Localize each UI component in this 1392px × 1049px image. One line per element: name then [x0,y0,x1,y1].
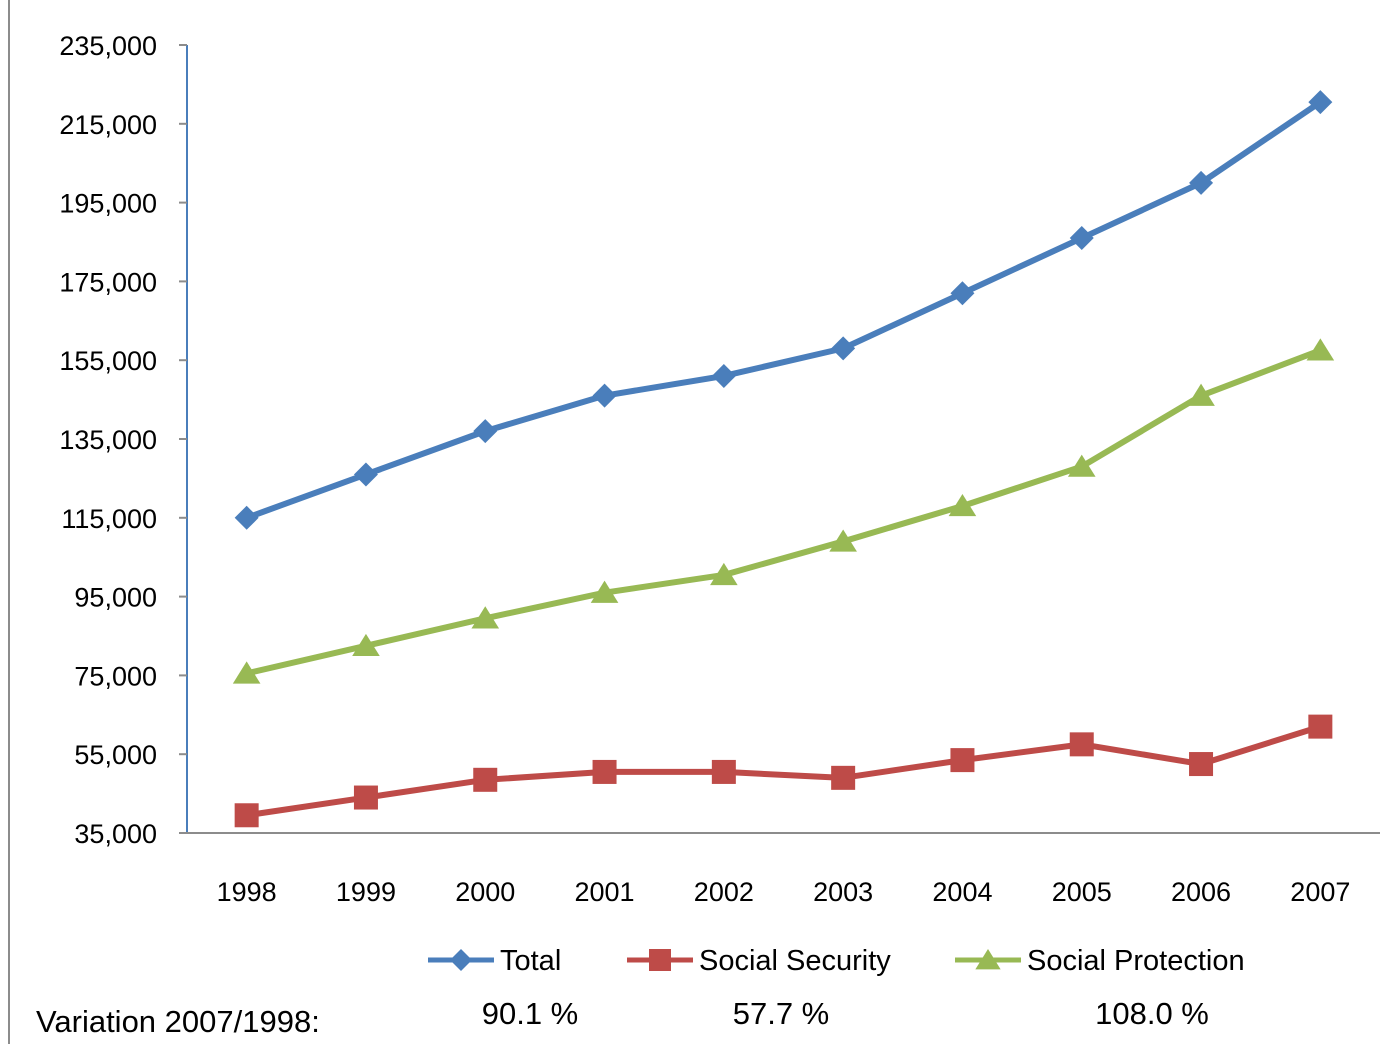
y-tick-label: 135,000 [59,425,157,455]
legend-marker-social-protection [975,949,1001,970]
legend-marker-social-security [649,949,671,971]
x-tick-label: 2002 [694,877,754,907]
series-line-social-security [246,723,1322,819]
y-tick-label: 75,000 [74,661,157,691]
series-social-security [234,714,1333,828]
data-point-social-protection [352,633,380,657]
data-point-total [711,363,736,388]
data-point-social-security [1069,732,1094,757]
x-tick-label: 2005 [1052,877,1112,907]
y-tick-label: 175,000 [59,267,157,297]
data-point-total [831,336,856,361]
data-point-social-security [1189,752,1214,777]
data-point-total [1069,226,1094,251]
y-tick-label: 55,000 [74,740,157,770]
y-tick-label: 215,000 [59,110,157,140]
data-point-total [1189,170,1214,195]
y-tick-label: 35,000 [74,819,157,849]
x-tick-label: 2006 [1171,877,1231,907]
footer-value: 108.0 % [1095,996,1209,1031]
data-point-social-security [831,765,856,790]
x-tick-label: 2003 [813,877,873,907]
legend-item-social-protection: Social Protection [955,945,1245,977]
y-tick-label: 155,000 [59,346,157,376]
x-tick-label: 1998 [217,877,277,907]
data-point-total [353,462,378,487]
series-line-social-protection [245,347,1322,677]
footer-value: 90.1 % [482,996,579,1031]
x-tick-label: 2007 [1290,877,1350,907]
data-point-social-protection [1306,338,1335,361]
data-point-social-security [1308,714,1333,739]
x-tick-label: 2000 [455,877,515,907]
legend-item-social-security: Social Security [627,945,891,977]
data-point-social-protection [1187,383,1215,406]
data-point-social-security [711,759,736,784]
data-point-social-security [950,748,975,773]
x-tick-label: 2001 [575,877,635,907]
y-tick-label: 195,000 [59,189,157,219]
footer-label: Variation 2007/1998: [36,1004,320,1039]
data-point-social-protection [948,493,977,517]
legend-item-total: Total [428,945,561,977]
legend-label: Social Protection [1027,945,1245,977]
data-point-social-security [592,759,617,784]
legend-label: Total [500,945,561,977]
x-tick-label: 2004 [932,877,992,907]
data-point-total [592,383,617,408]
data-point-social-protection [471,606,500,629]
data-point-social-security [234,803,259,828]
series-social-protection [232,338,1335,684]
x-tick-label: 1999 [336,877,396,907]
data-point-total [1308,90,1333,115]
data-point-social-security [473,767,498,792]
footer-value: 57.7 % [733,996,830,1031]
data-point-social-protection [232,661,261,684]
legend: Total Social Security Social Protection [428,945,1245,977]
y-tick-label: 115,000 [61,504,157,534]
data-point-social-protection [710,562,738,586]
series-line-total [245,99,1323,521]
data-point-social-protection [829,529,857,552]
data-point-total [473,419,498,444]
y-tick-label: 235,000 [59,31,157,61]
data-point-total [234,505,259,530]
data-point-social-security [353,785,378,810]
y-tick-label: 95,000 [74,583,157,613]
data-point-total [950,281,975,306]
variation-footer: Variation 2007/1998: 90.1 % 57.7 % 108.0 % [36,996,1209,1039]
legend-marker-total [450,949,472,971]
data-point-social-protection [1067,454,1096,477]
legend-label: Social Security [699,945,891,977]
series-total [234,90,1333,530]
data-point-social-protection [590,580,619,603]
